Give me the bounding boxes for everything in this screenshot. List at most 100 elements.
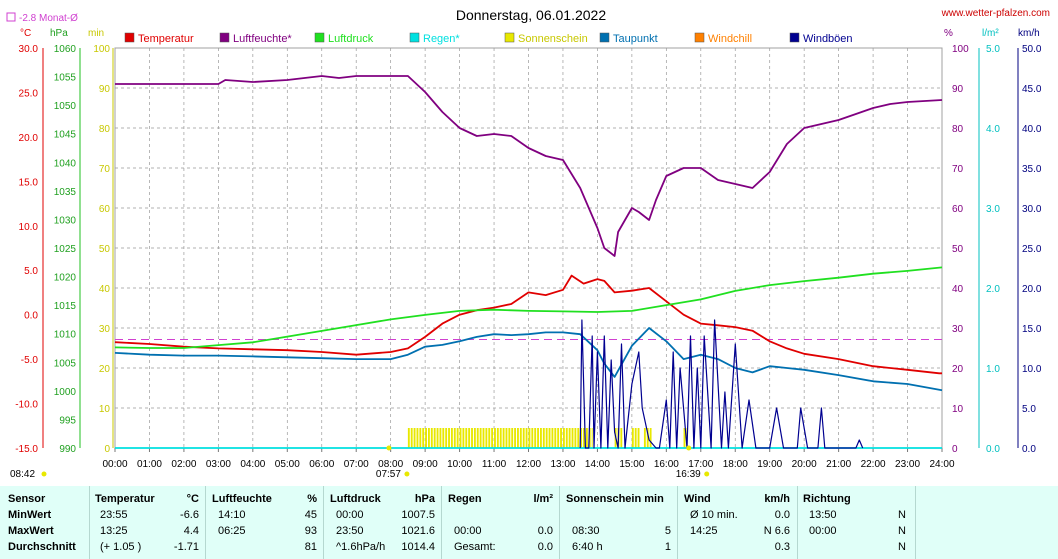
wind-tick-label: 45.0 <box>1022 84 1042 95</box>
sunshine-bar <box>473 428 476 448</box>
rain-unit-label: l/m² <box>982 28 999 39</box>
sunshine-bar <box>577 428 580 448</box>
legend-swatch-sonnenschein <box>504 32 515 43</box>
x-tick-label: 10:00 <box>447 459 472 470</box>
stats-divider <box>89 486 90 559</box>
series-line-temperatur <box>114 274 942 375</box>
sunrise-label: 07:57 <box>376 469 401 480</box>
sunshine-bar <box>456 428 459 448</box>
sunshine-bar <box>522 428 525 448</box>
monthly-avg-label: -2.8 Monat-Ø <box>19 13 78 24</box>
temp-tick-label: 5.0 <box>24 266 38 277</box>
pct-unit-label: % <box>944 28 953 39</box>
sunshine-bar <box>488 428 491 448</box>
chart-axes: 30.0 25.0 20.0 15.0 10.0 5.0 0.0 -5.0 -10.0 -15.0… <box>15 44 1042 470</box>
sunshine-bar <box>410 428 413 448</box>
sunshine-bar <box>551 428 554 448</box>
legend-label-taupunkt: Taupunkt <box>613 33 658 45</box>
sunshine-bar <box>419 428 422 448</box>
x-tick-label: 22:00 <box>861 459 886 470</box>
stats-temp-time: 23:55 <box>100 509 128 521</box>
stats-header-rain: Regen <box>448 493 482 505</box>
bottom-left-time: 08:42 <box>10 469 35 480</box>
stats-header-sun: Sonnenschein min <box>566 493 664 505</box>
sunshine-bar <box>442 428 445 448</box>
sun-tick-label: 90 <box>99 84 111 95</box>
sunshine-bar <box>560 428 562 448</box>
sunshine-bar <box>554 428 557 448</box>
x-tick-label: 21:00 <box>826 459 851 470</box>
sunrise-dot <box>404 471 410 477</box>
sunshine-bar <box>425 428 427 448</box>
rain-tick-label: 5.0 <box>986 44 1000 55</box>
stats-dir-time: 00:00 <box>809 525 837 537</box>
press-tick-label: 1020 <box>54 273 77 284</box>
temp-tick-label: 25.0 <box>19 88 39 99</box>
sunshine-bar <box>634 428 637 448</box>
press-tick-label: 1015 <box>54 301 77 312</box>
legend-swatch-taupunkt <box>599 32 610 43</box>
x-tick-label: 09:00 <box>413 459 438 470</box>
stats-divider <box>205 486 206 559</box>
pct-tick-label: 10 <box>952 404 964 415</box>
sunshine-bar <box>459 428 462 448</box>
rain-tick-label: 1.0 <box>986 364 1000 375</box>
pct-tick-label: 100 <box>952 44 969 55</box>
stats-temp-value: 4.4 <box>183 525 199 537</box>
pct-tick-label: 30 <box>952 324 964 335</box>
sunshine-bar <box>631 428 634 448</box>
series-line-luftdruck <box>114 266 943 349</box>
stats-press-value: 1014.4 <box>401 541 435 553</box>
temp-tick-label: 15.0 <box>19 177 39 188</box>
stats-wind-time: 14:25 <box>690 525 718 537</box>
sunshine-bar <box>465 428 468 448</box>
stats-header-direction: Richtung <box>803 493 851 505</box>
sunrise-dot <box>386 445 392 451</box>
stats-header-pressure: Luftdruck <box>330 493 381 505</box>
stats-sun-value: 1 <box>664 541 671 553</box>
stats-hum-value: 81 <box>304 541 317 553</box>
stats-header-wind-unit: km/h <box>764 493 790 505</box>
stats-wind-time: Ø 10 min. <box>690 509 738 521</box>
sunshine-bar <box>422 428 425 448</box>
stats-row-label: Durchschnitt <box>8 541 76 553</box>
stats-divider <box>441 486 442 559</box>
sunshine-bar <box>562 428 565 448</box>
stats-dir-value: N <box>898 509 906 521</box>
sunshine-bar <box>548 428 551 448</box>
stats-dir-value: N <box>898 541 906 553</box>
stats-wind-value: 0.3 <box>774 541 790 553</box>
sunshine-bar <box>643 428 646 448</box>
press-tick-label: 1060 <box>54 44 77 55</box>
sunshine-bar <box>427 428 430 448</box>
stats-sun-time: 08:30 <box>572 525 600 537</box>
stats-sun-time: 6:40 h <box>572 541 603 553</box>
x-tick-label: 11:00 <box>482 459 507 470</box>
x-tick-label: 02:00 <box>171 459 196 470</box>
x-tick-label: 23:00 <box>895 459 920 470</box>
site-link[interactable]: www.wetter-pfalzen.com <box>941 8 1050 19</box>
sunshine-bar <box>491 428 494 448</box>
sunshine-bar <box>531 428 534 448</box>
temp-tick-label: 20.0 <box>19 133 39 144</box>
sunshine-bar <box>525 428 528 448</box>
stats-header-humidity: Luftfeuchte <box>212 493 272 505</box>
press-tick-label: 1025 <box>54 244 77 255</box>
sunshine-bar <box>505 428 508 448</box>
press-tick-label: 1040 <box>54 158 77 169</box>
x-tick-label: 08:00 <box>378 459 403 470</box>
wind-tick-label: 35.0 <box>1022 164 1042 175</box>
x-tick-label: 19:00 <box>757 459 782 470</box>
x-tick-label: 04:00 <box>240 459 265 470</box>
x-tick-label: 06:00 <box>309 459 334 470</box>
wind-tick-label: 15.0 <box>1022 324 1042 335</box>
x-tick-label: 12:00 <box>516 459 541 470</box>
sunshine-bar <box>499 428 502 448</box>
sunset-label: 16:39 <box>676 469 701 480</box>
sunshine-bar <box>565 428 568 448</box>
sun-tick-label: 10 <box>99 404 111 415</box>
pct-tick-label: 50 <box>952 244 964 255</box>
stats-hum-value: 45 <box>304 509 317 521</box>
press-tick-label: 1035 <box>54 187 77 198</box>
press-tick-label: 990 <box>59 444 76 455</box>
